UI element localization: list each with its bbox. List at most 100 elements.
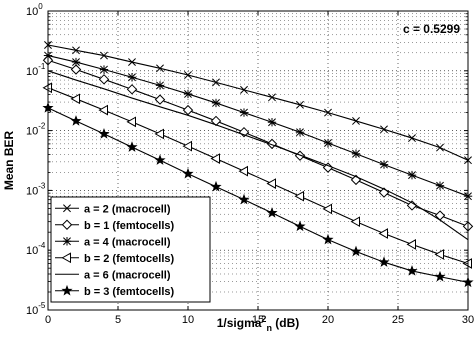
x-tick-label: 10 bbox=[182, 314, 194, 326]
marker-shape bbox=[238, 165, 248, 177]
marker-star bbox=[406, 265, 418, 276]
marker-asterisk bbox=[295, 128, 305, 137]
legend-label: b = 2 (femtocells) bbox=[84, 253, 175, 265]
marker-shape bbox=[378, 228, 388, 239]
legend-label: b = 1 (femtocells) bbox=[84, 220, 175, 232]
marker-shape bbox=[61, 284, 73, 296]
marker-star bbox=[61, 284, 73, 296]
x-axis-title-main: 1/sigma bbox=[217, 316, 262, 330]
marker-x bbox=[240, 85, 248, 94]
marker-star bbox=[434, 270, 446, 282]
series-layer bbox=[42, 41, 474, 288]
x-tick-label: 25 bbox=[392, 314, 404, 326]
marker-shape bbox=[322, 203, 332, 215]
marker-asterisk bbox=[435, 181, 445, 190]
marker-triangle-left bbox=[378, 228, 388, 239]
marker-shape bbox=[350, 245, 362, 257]
marker-stroke bbox=[296, 100, 304, 109]
marker-diamond bbox=[322, 162, 334, 173]
legend-label: a = 2 (macrocell) bbox=[84, 203, 171, 215]
marker-shape bbox=[434, 249, 444, 260]
marker-star bbox=[154, 154, 166, 165]
marker-triangle-left bbox=[61, 252, 71, 264]
marker-diamond bbox=[154, 94, 166, 105]
legend-label: a = 6 (macrocell) bbox=[84, 269, 171, 281]
y-axis-title: Mean BER bbox=[2, 130, 16, 190]
marker-star bbox=[70, 115, 82, 126]
marker-triangle-left bbox=[126, 116, 136, 128]
marker-star bbox=[294, 220, 306, 232]
marker-star bbox=[98, 128, 110, 139]
marker-x bbox=[63, 204, 71, 213]
series-line bbox=[47, 70, 469, 241]
marker-stroke bbox=[128, 58, 136, 67]
legend-entry: a = 4 (macrocell) bbox=[55, 236, 171, 248]
marker-shape bbox=[61, 219, 73, 230]
series-2 bbox=[42, 55, 474, 232]
marker-stroke bbox=[240, 85, 248, 94]
marker-star bbox=[210, 180, 222, 192]
marker-shape bbox=[406, 239, 416, 250]
series-line bbox=[47, 54, 469, 197]
marker-star bbox=[378, 256, 390, 267]
marker-x bbox=[408, 134, 416, 143]
marker-stroke bbox=[352, 116, 360, 125]
marker-x bbox=[184, 71, 192, 79]
x-tick-label: 0 bbox=[45, 314, 51, 326]
marker-shape bbox=[434, 270, 446, 282]
marker-diamond bbox=[70, 64, 82, 75]
marker-shape bbox=[210, 180, 222, 192]
marker-stroke bbox=[408, 134, 416, 143]
marker-triangle-left bbox=[266, 178, 276, 189]
series-5 bbox=[47, 70, 469, 241]
marker-triangle-left bbox=[350, 216, 360, 228]
marker-star bbox=[238, 193, 250, 205]
x-axis-title-sup: 2 bbox=[261, 314, 266, 324]
annotation-text: c = 0.5299 bbox=[403, 22, 460, 36]
marker-stroke bbox=[72, 46, 80, 55]
x-tick-label: 15 bbox=[252, 314, 264, 326]
marker-diamond bbox=[182, 104, 194, 116]
marker-asterisk bbox=[407, 170, 417, 180]
marker-shape bbox=[61, 252, 71, 264]
series-1 bbox=[44, 41, 472, 165]
series-line bbox=[47, 107, 469, 283]
legend-entry: b = 2 (femtocells) bbox=[55, 252, 175, 265]
legend-label: a = 4 (macrocell) bbox=[84, 236, 171, 248]
marker-shape bbox=[182, 140, 192, 152]
marker-x bbox=[324, 108, 332, 117]
series-line bbox=[47, 44, 469, 161]
marker-shape bbox=[210, 153, 220, 164]
marker-shape bbox=[182, 104, 194, 116]
marker-asterisk bbox=[211, 98, 221, 108]
marker-x bbox=[380, 125, 388, 134]
marker-asterisk bbox=[239, 108, 249, 117]
legend-entry: a = 2 (macrocell) bbox=[55, 203, 171, 215]
marker-shape bbox=[98, 104, 108, 116]
marker-diamond bbox=[210, 115, 222, 127]
marker-diamond bbox=[126, 84, 138, 95]
marker-star bbox=[322, 233, 334, 245]
marker-shape bbox=[154, 154, 166, 165]
marker-shape bbox=[126, 84, 138, 95]
marker-asterisk bbox=[323, 138, 333, 148]
x-tick-label: 30 bbox=[462, 314, 474, 326]
marker-shape bbox=[294, 190, 304, 202]
marker-diamond bbox=[406, 200, 418, 211]
y-tick-exponent: -2 bbox=[38, 122, 46, 131]
marker-shape bbox=[98, 128, 110, 139]
x-tick-label: 5 bbox=[115, 314, 121, 326]
marker-triangle-left bbox=[406, 239, 416, 250]
legend-label: b = 3 (femtocells) bbox=[84, 286, 175, 298]
marker-stroke bbox=[63, 204, 71, 213]
marker-triangle-left bbox=[238, 165, 248, 177]
marker-x bbox=[296, 100, 304, 109]
legend-entry: b = 3 (femtocells) bbox=[55, 284, 175, 298]
marker-asterisk bbox=[127, 73, 137, 82]
marker-shape bbox=[154, 128, 164, 140]
marker-asterisk bbox=[379, 160, 389, 169]
x-axis-title-sub: n bbox=[266, 323, 272, 332]
marker-shape bbox=[70, 64, 82, 75]
marker-shape bbox=[266, 178, 276, 189]
